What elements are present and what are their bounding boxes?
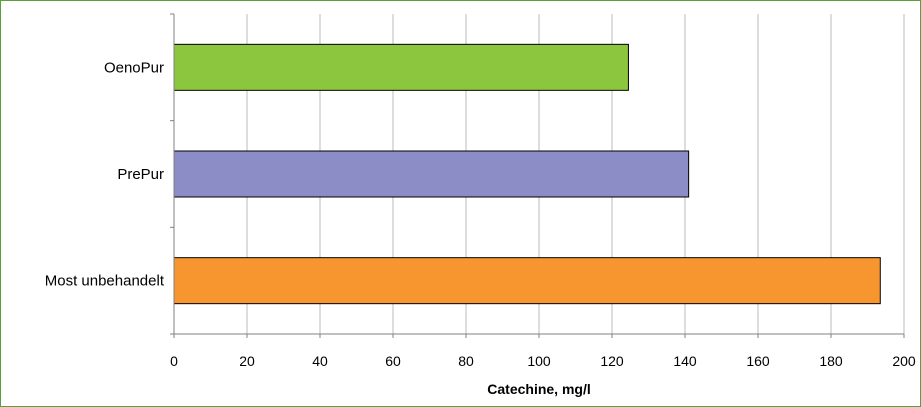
x-tick-label: 80	[458, 353, 474, 369]
bars	[173, 43, 881, 305]
category-label: OenoPur	[104, 59, 164, 76]
x-tick-label: 0	[170, 353, 178, 369]
bar-oenopur	[173, 43, 629, 91]
bar-prepur	[173, 150, 690, 198]
x-tick-label: 200	[892, 353, 916, 369]
x-tick-label: 20	[239, 353, 255, 369]
category-label: Most unbehandelt	[45, 273, 165, 290]
x-tick-label: 120	[600, 353, 624, 369]
x-tick-label: 160	[746, 353, 770, 369]
x-tick-label: 60	[385, 353, 401, 369]
x-tick-label: 180	[819, 353, 843, 369]
x-axis-title: Catechine, mg/l	[487, 381, 590, 397]
x-tick-label: 40	[312, 353, 328, 369]
x-tick-labels: 0 20 40 60 80 100 120 140 160 180 200	[170, 353, 916, 369]
x-tick-label: 100	[527, 353, 551, 369]
x-tick-label: 140	[673, 353, 697, 369]
category-label: PrePur	[117, 166, 164, 183]
bar-most-unbehandelt	[173, 257, 881, 305]
axes	[170, 13, 905, 338]
category-labels: OenoPur PrePur Most unbehandelt	[45, 59, 165, 289]
